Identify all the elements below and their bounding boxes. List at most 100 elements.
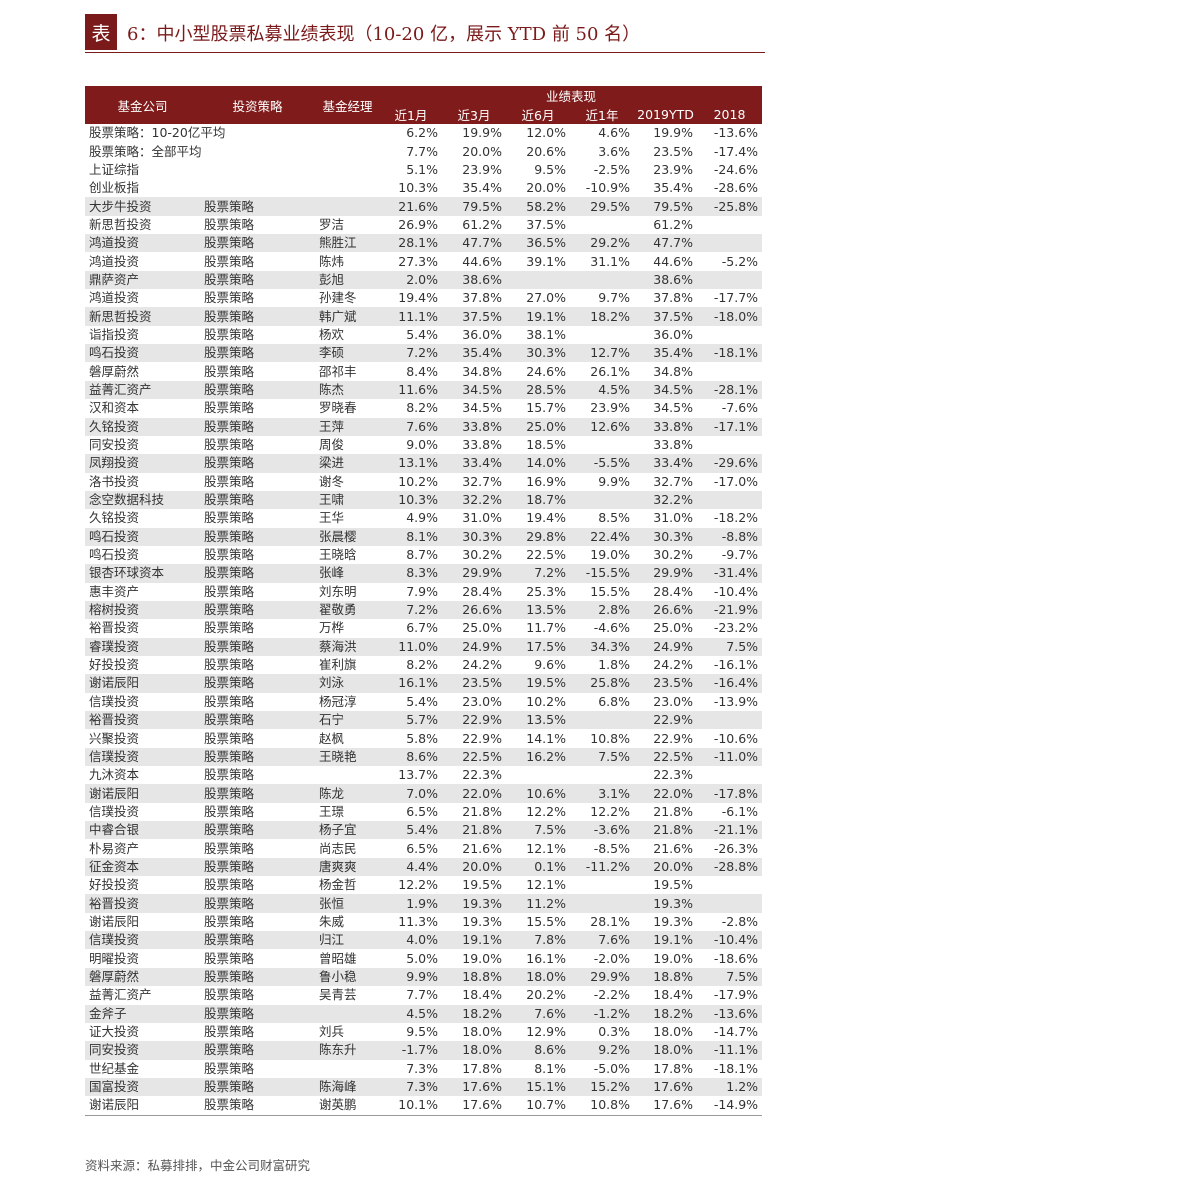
table-cell: 5.8% [406,730,438,746]
table-cell: 上证综指 [89,161,140,177]
table-cell: -17.8% [697,784,763,803]
table-cell: 19.9% [653,125,693,141]
table-cell: 28.1% [590,913,630,929]
table-cell: 14.1% [526,730,566,746]
table-cell: 益菁汇资产 [85,380,200,400]
table-cell: 47.7% [442,234,506,253]
table-cell: 鸿道投资 [85,234,200,253]
table-cell: 股票策略 [204,1024,255,1040]
table-row: 朴易资产 股票策略 尚志民 6.5% 21.6% 12.1% -8.5% 21.6% -26.3… [85,839,762,857]
table-cell: 4.6% [598,125,630,141]
table-cell: 7.5% [506,821,570,840]
table-row: 裕晋投资 股票策略 石宁 5.7% 22.9% 13.5% 22.9% [85,711,763,730]
performance-table: 基金公司 投资策略 基金经理 业绩表现 近1月 近3月 近6月 近1年 2019YTD 2… [85,86,763,1116]
table-cell: 股票策略 [204,620,255,636]
table-cell: -2.0% [593,950,630,966]
table-cell: 32.2% [442,490,506,510]
table-cell: 股票策略 [204,400,255,416]
table-cell [315,161,380,179]
table-cell [200,161,315,179]
table-cell: 20.0% [462,143,502,159]
table-cell [697,894,763,913]
table-cell: 好投投资 [89,877,140,893]
table-cell: 裕晋投资 [89,620,140,636]
table-cell: 18.4% [462,987,502,1003]
table-cell: 9.6% [534,657,566,673]
table-cell: 10.2% [398,473,438,489]
table-cell: 王啸 [315,490,380,510]
table-row: 惠丰资产 股票策略 刘东明 7.9% 28.4% 25.3% 15.5% 28.4% -10.4… [85,583,762,601]
table-cell: 25.8% [570,674,634,693]
table-cell: 33.4% [634,454,697,473]
table-cell: 信璞投资 [89,803,140,819]
table-cell: 79.5% [634,197,697,216]
table-cell: 股票策略 [200,380,315,400]
table-cell: 11.1% [380,307,442,326]
table-cell: 12.9% [526,1024,566,1040]
table-cell: 19.4% [398,290,438,306]
table-cell: 创业板指 [89,180,140,196]
table-cell: 信璞投资 [85,931,200,950]
table-cell: 31.1% [590,253,630,269]
table-cell: 股票策略 [204,253,255,269]
table-cell: -13.9% [713,693,759,709]
table-cell: 11.2% [506,894,570,913]
table-cell: 23.9% [653,161,693,177]
table-cell: 22.9% [653,730,693,746]
table-row: 益菁汇资产 股票策略 陈杰 11.6% 34.5% 28.5% 4.5% 34.5% -28.1… [85,380,763,400]
table-cell: 国富投资 [85,1077,200,1097]
table-cell: 10.2% [526,693,566,709]
table-cell [697,436,762,454]
table-cell: 李硕 [315,344,380,363]
table-cell: 归江 [315,931,380,950]
table-cell: -28.8% [697,857,763,877]
table-cell: 股票策略 [204,950,255,966]
table-cell [697,766,762,784]
table-cell: 24.2% [462,657,502,673]
table-cell: -14.7% [713,1024,759,1040]
table-cell: 33.4% [442,454,506,473]
table-cell: 5.4% [406,693,438,709]
table-cell: -18.1% [697,344,763,363]
table-cell: 19.0% [590,547,630,563]
table-cell: 股票策略 [204,290,255,306]
table-cell: 鸣石投资 [85,527,200,546]
table-cell: 22.3% [462,767,502,783]
table-cell [570,894,634,913]
table-cell: 22.0% [442,784,506,803]
table-cell: 29.9% [442,564,506,583]
table-cell: 8.2% [406,400,438,416]
table-cell: 6.8% [598,693,630,709]
table-cell: -5.2% [721,253,759,269]
table-row: 信璞投资 股票策略 归江 4.0% 19.1% 7.8% 7.6% 19.1% -10.4% [85,931,763,950]
table-row: 信璞投资 股票策略 王晓艳 8.6% 22.5% 16.2% 7.5% 22.5% -11.0% [85,747,763,767]
table-cell [697,270,763,290]
table-cell: 2.8% [570,600,634,620]
table-cell: 22.5% [442,747,506,767]
table-cell: 26.9% [398,216,438,232]
table-cell: 19.3% [634,894,697,913]
table-cell: 8.3% [380,564,442,583]
table-cell: -10.4% [697,931,763,950]
table-cell: 30.2% [462,547,502,563]
table-cell: 股票策略 [204,767,255,783]
table-cell: 4.0% [380,931,442,950]
table-cell: 29.5% [570,197,634,216]
table-cell: 23.9% [462,161,502,177]
table-cell: 19.5% [653,877,693,893]
table-cell: -10.9% [585,180,630,196]
table-cell: 股票策略 [204,473,255,489]
table-cell: 王璟 [319,803,345,819]
table-cell: 3.1% [570,784,634,803]
table-cell: 股票策略：全部平均 [89,143,202,159]
table-cell: 股票策略 [204,730,255,746]
table-row: 大步牛投资 股票策略 21.6% 79.5% 58.2% 29.5% 79.5% -25.8% [85,197,763,216]
table-cell: 诣指投资 [89,326,140,342]
table-cell: -17.9% [713,987,759,1003]
column-header: 基金经理 [315,86,380,124]
table-cell: 吴青芸 [319,987,357,1003]
table-cell: 19.1% [442,931,506,950]
table-row: 新思哲投资 股票策略 罗洁 26.9% 61.2% 37.5% 61.2% [85,216,762,234]
table-cell: 7.3% [380,1077,442,1097]
table-cell: 8.1% [534,1060,566,1076]
